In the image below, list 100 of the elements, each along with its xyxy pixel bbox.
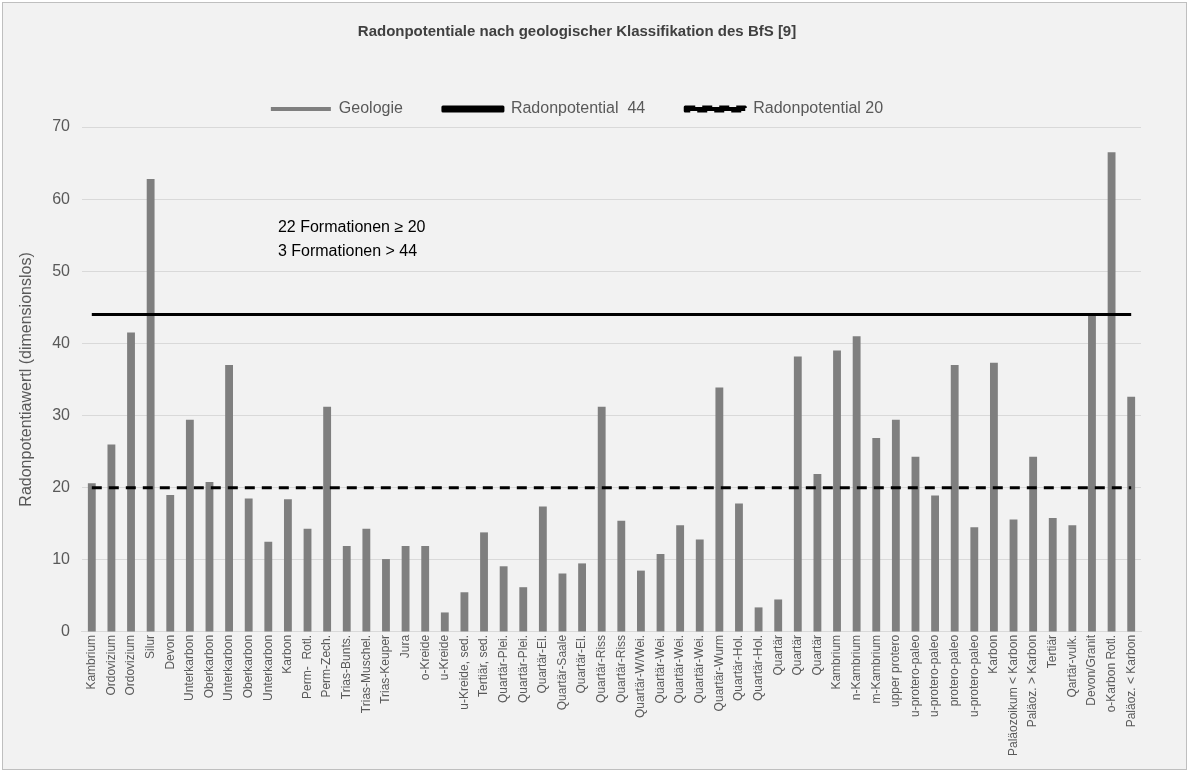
x-tick-label: Unterkarbon [221, 634, 236, 701]
x-tick-label: Karbon [280, 634, 295, 674]
bar [440, 612, 449, 632]
x-tick-label: Devon/Granit [1084, 634, 1099, 706]
bar [676, 525, 685, 632]
x-tick-label: Quartär-Riss [594, 634, 609, 703]
bar [460, 592, 469, 632]
x-tick-label: o-Kreide [417, 634, 432, 681]
bar [950, 365, 959, 632]
x-tick-label: Jura [397, 634, 412, 659]
bar [87, 483, 96, 632]
bar [342, 546, 351, 632]
bar [774, 599, 783, 632]
bar [185, 419, 194, 632]
y-tick-label: 20 [52, 478, 71, 496]
bar [636, 570, 645, 632]
x-tick-label: Quartär-Saale [554, 634, 569, 711]
bar [1068, 525, 1077, 632]
x-tick-label: o-Karbon Rotl. [1103, 634, 1118, 713]
annotation: 3 Formationen > 44 [277, 242, 418, 260]
bar [421, 546, 430, 632]
x-tick-label: Kambrium [84, 634, 99, 690]
bar [146, 178, 155, 632]
x-tick-label: Quartär [809, 634, 824, 676]
x-tick-label: Quartär-W/Wei. [633, 634, 648, 719]
y-tick-label: 0 [61, 622, 71, 640]
bar [617, 520, 626, 632]
y-tick-label: 10 [52, 550, 71, 568]
x-tick-label: Quartär-El. [535, 634, 550, 694]
x-tick-label: Tertiär [1045, 634, 1060, 669]
bar [244, 498, 253, 632]
x-tick-label: Quartär [770, 634, 785, 676]
x-tick-label: Quartär-Plei. [515, 634, 530, 703]
bar [852, 336, 861, 632]
x-tick-label: Perm- Rotl. [299, 634, 314, 699]
x-tick-label: n-Kambrium [848, 634, 863, 701]
bar [362, 528, 371, 632]
x-tick-label: Tertiär, sed. [476, 634, 491, 697]
x-tick-label: Oberkarbon [241, 634, 255, 699]
x-tick-label: Quartär [790, 634, 805, 676]
bar [989, 362, 998, 632]
x-tick-label: Ordovizium [123, 634, 138, 696]
x-tick-label: Quartär-Wei. [652, 634, 667, 704]
x-tick-label: Ordovizium [103, 634, 118, 696]
y-tick-label: 40 [52, 333, 71, 351]
y-tick-label: 30 [52, 405, 71, 423]
bar [793, 356, 802, 632]
legend-label: Radonpotential 20 [753, 99, 884, 117]
legend-label: Geologie [338, 99, 404, 117]
x-tick-label: Qartär-vulk. [1064, 634, 1079, 698]
bar [872, 437, 881, 632]
bar [264, 541, 273, 632]
bar [695, 539, 704, 632]
annotation: 22 Formationen ≥ 20 [277, 218, 426, 236]
bar [1048, 517, 1057, 632]
bar [813, 473, 822, 632]
bar [970, 527, 979, 632]
bar [1107, 152, 1116, 632]
x-tick-label: Paläozoikum < Karbon [1005, 634, 1020, 757]
y-tick-label: 50 [52, 261, 71, 279]
x-tick-label: Quartär-Hol. [731, 634, 746, 701]
bar [519, 587, 528, 632]
bar [754, 607, 763, 632]
y-axis-title: Radonpotentiawertl (dimensionslos) [17, 252, 35, 507]
x-tick-label: protero-paleo [947, 634, 962, 707]
bar [1088, 315, 1096, 632]
x-tick-label: Quartär-Wurm [711, 634, 726, 712]
bar [127, 332, 135, 632]
bar [735, 503, 743, 632]
x-tick-label: Oberkarbon [201, 634, 216, 699]
x-tick-label: Paläoz. < Karbon [1123, 634, 1138, 728]
x-tick-label: Perm-Zech. [319, 634, 334, 698]
x-tick-label: u-protero-paleo [927, 634, 942, 717]
bar [1127, 396, 1136, 632]
bar [480, 532, 488, 632]
x-tick-label: Trias-Keuper [378, 634, 393, 704]
bar [323, 406, 332, 632]
x-tick-label: Devon [162, 634, 177, 670]
bar [382, 559, 390, 632]
bar [225, 365, 233, 632]
legend-label: Radonpotential 44 [510, 99, 646, 117]
bar [283, 499, 292, 632]
bar [578, 563, 586, 632]
bar [1029, 456, 1038, 632]
x-tick-label: u-Kreide, sed. [456, 634, 471, 710]
bar [597, 406, 606, 632]
y-tick-label: 60 [52, 189, 71, 207]
bar [499, 566, 508, 632]
x-tick-label: Quartär-Wei. [672, 634, 687, 704]
chart-title: Radonpotentiale nach geologischer Klassifikation des BfS [9] [357, 22, 797, 40]
x-tick-label: Quartär-Riss [613, 634, 628, 703]
x-tick-label: Quartär-Plei. [495, 634, 510, 703]
bar [891, 419, 900, 632]
x-tick-label: Karbon [986, 634, 1001, 674]
x-tick-label: Unterkarbon [260, 634, 275, 701]
x-tick-label: Unterkarbon [182, 634, 197, 701]
bar [931, 495, 940, 632]
x-tick-label: Quartär-Hol. [750, 634, 765, 701]
bar [833, 350, 841, 632]
x-tick-label: Kambrium [829, 634, 844, 690]
